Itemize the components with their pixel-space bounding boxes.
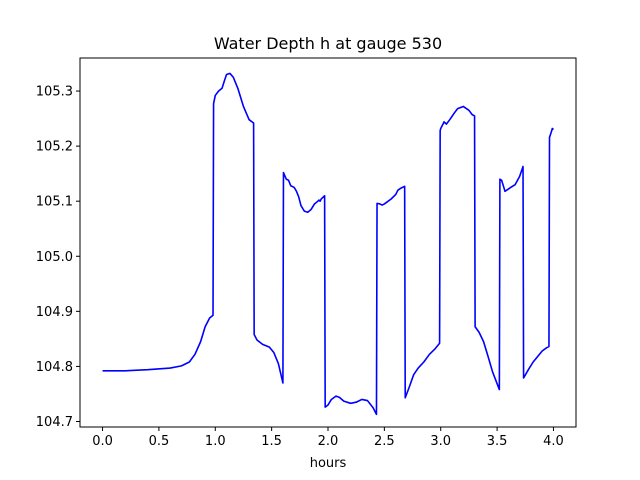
y-tick-label: 105.1 [36,195,73,210]
x-tick-label: 3.0 [430,434,451,449]
y-tick-label: 104.8 [36,360,73,375]
x-tick-label: 2.0 [318,434,339,449]
y-tick-label: 105.0 [36,250,73,265]
series-line-0 [102,72,555,416]
x-axis-title: hours [310,456,347,471]
x-tick-label: 0.5 [149,434,170,449]
x-tick-label: 0.0 [92,434,113,449]
y-tick-label: 104.9 [36,305,73,320]
x-tick-label: 1.5 [261,434,282,449]
x-axis: 0.0 0.5 1.0 1.5 2.0 2.5 3.0 3.5 4.0 [92,427,564,449]
chart-title: Water Depth h at gauge 530 [214,34,442,53]
y-axis: 104.7 104.8 104.9 105.0 105.1 105.2 105.3 [36,85,80,430]
x-tick-label: 2.5 [374,434,395,449]
y-tick-label: 105.2 [36,140,73,155]
x-tick-label: 4.0 [543,434,564,449]
y-tick-label: 105.3 [36,85,73,100]
axes-frame [79,57,577,428]
x-tick-label: 3.5 [487,434,508,449]
x-tick-label: 1.0 [205,434,226,449]
y-tick-label: 104.7 [36,415,73,430]
plot-area [102,72,555,416]
